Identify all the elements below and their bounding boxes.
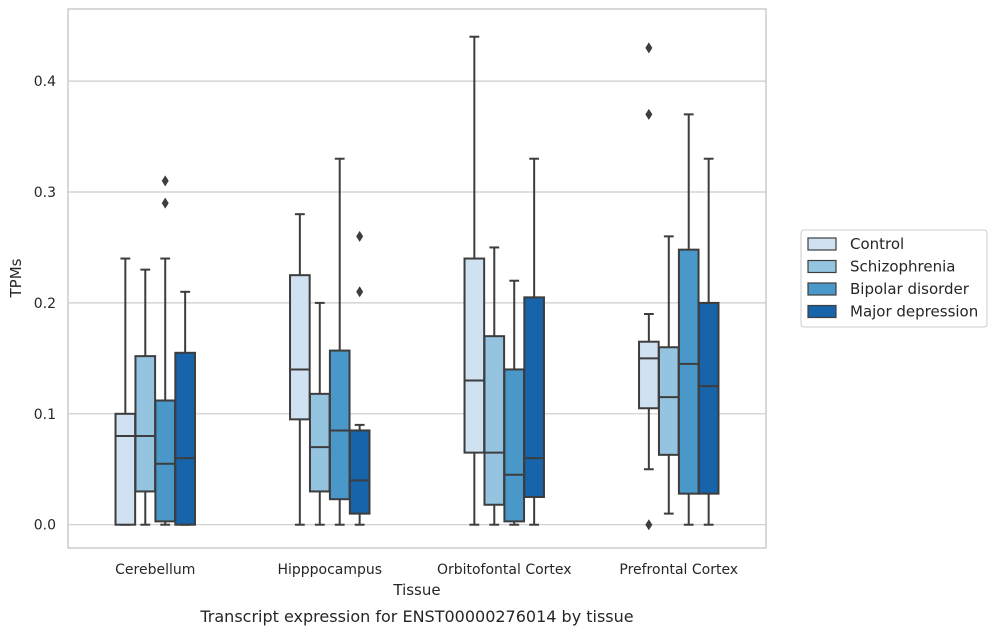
y-tick-labels: 0.0 0.1 0.2 0.3 0.4 [34,74,56,534]
box-rect [134,355,157,493]
box-rect [174,351,196,526]
outlier-marker [645,42,653,54]
legend-item: Schizophrenia [807,258,955,276]
box-rect [697,301,720,495]
legend-item: Control [807,235,904,253]
legend-label: Major depression [850,303,978,321]
box-1-4 [638,42,660,531]
chart-caption: Transcript expression for ENST0000027601… [199,607,633,626]
outlier-marker [645,519,653,531]
box-2-2 [308,301,331,526]
y-tick-label: 0.2 [34,296,56,312]
outlier-marker [161,197,169,209]
legend-swatch [807,259,837,274]
box-rect [154,399,177,523]
y-tick-label: 0.4 [34,74,56,90]
x-tick-label: Hipppocampus [277,562,382,578]
outlier-marker [645,108,653,120]
box-rect [348,429,371,515]
x-tick-label: Cerebellum [115,562,195,578]
plot-frame [67,8,767,549]
box-3-2 [328,157,351,526]
box-4-2 [348,230,371,526]
legend-label: Schizophrenia [850,258,955,276]
box-4-3 [523,157,545,526]
box-2-1 [134,268,157,526]
box-2-3 [483,246,506,526]
box-3-3 [503,279,526,526]
legend-swatch [807,282,837,296]
legend-item: Major depression [807,303,978,321]
box-1-2 [289,213,311,526]
legend-swatch [807,237,837,251]
outlier-marker [356,230,364,242]
box-rect [114,412,137,526]
legend-label: Bipolar disorder [850,280,970,298]
x-axis-label: Tissue [392,581,440,599]
box-4-4 [697,157,720,526]
legend-swatch [807,304,837,319]
box-rect [483,335,506,506]
legend-item: Bipolar disorder [807,280,970,298]
box-rect [328,349,351,501]
box-rect [638,340,660,410]
y-tick-label: 0.3 [34,185,56,201]
box-rect [308,392,331,493]
x-tick-label: Orbitofontal Cortex [437,562,572,578]
box-4-1 [174,290,196,526]
y-tick-label: 0.1 [34,407,56,423]
box-2-4 [657,235,680,515]
box-3-4 [677,113,700,526]
box-rect [289,274,311,421]
legend-label: Control [850,235,904,253]
box-rect [503,368,526,523]
outlier-marker [356,286,364,298]
box-1-1 [114,257,137,526]
y-axis-label: TPMs [7,258,25,298]
x-tick-labels: Cerebellum Hipppocampus Orbitofontal Corte… [115,562,738,578]
box-1-3 [463,35,486,526]
legend-items: Control Schizophrenia Bipolar disorder Majo… [807,235,978,321]
box-rect [677,248,700,495]
box-rect [523,296,545,498]
x-tick-label: Prefrontal Cortex [619,562,738,578]
outlier-marker [161,175,169,187]
box-rect [463,257,486,454]
box-layer [114,35,720,531]
y-tick-label: 0.0 [34,518,56,534]
box-3-1 [154,175,177,526]
legend-frame [800,229,988,328]
box-rect [657,346,680,456]
legend: Control Schizophrenia Bipolar disorder Majo… [800,229,988,328]
